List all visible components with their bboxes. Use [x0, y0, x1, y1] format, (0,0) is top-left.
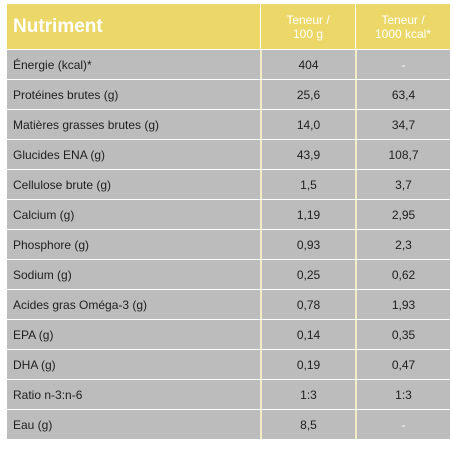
- value-per-100g: 25,6: [260, 80, 355, 109]
- header-per-1000kcal: Teneur / 1000 kcal*: [355, 4, 450, 49]
- value-per-100g: 404: [260, 50, 355, 79]
- value-per-1000kcal: 0,47: [355, 350, 450, 379]
- table-row: Acides gras Oméga-3 (g) 0,78 1,93: [7, 290, 450, 319]
- value-per-1000kcal: 108,7: [355, 140, 450, 169]
- nutrient-label: Ratio n-3:n-6: [7, 380, 260, 409]
- value-per-1000kcal: -: [355, 50, 450, 79]
- value-per-100g: 0,93: [260, 230, 355, 259]
- nutrient-label: Glucides ENA (g): [7, 140, 260, 169]
- value-per-1000kcal: 3,7: [355, 170, 450, 199]
- nutrient-label: Énergie (kcal)*: [7, 50, 260, 79]
- value-per-100g: 1:3: [260, 380, 355, 409]
- nutrient-label: Calcium (g): [7, 200, 260, 229]
- nutrient-label: Protéines brutes (g): [7, 80, 260, 109]
- table-header: Nutriment Teneur / 100 g Teneur / 1000 k…: [7, 4, 450, 49]
- nutrient-label: Phosphore (g): [7, 230, 260, 259]
- nutrient-label: Eau (g): [7, 410, 260, 439]
- value-per-100g: 43,9: [260, 140, 355, 169]
- value-per-100g: 14,0: [260, 110, 355, 139]
- header-per-100g: Teneur / 100 g: [260, 4, 355, 49]
- nutrition-table: Nutriment Teneur / 100 g Teneur / 1000 k…: [7, 4, 450, 439]
- nutrient-label: Matières grasses brutes (g): [7, 110, 260, 139]
- table-row: Phosphore (g) 0,93 2,3: [7, 230, 450, 259]
- value-per-100g: 8,5: [260, 410, 355, 439]
- table-row: Ratio n-3:n-6 1:3 1:3: [7, 380, 450, 409]
- table-row: Matières grasses brutes (g) 14,0 34,7: [7, 110, 450, 139]
- value-per-100g: 0,14: [260, 320, 355, 349]
- value-per-1000kcal: 2,95: [355, 200, 450, 229]
- table-row: Protéines brutes (g) 25,6 63,4: [7, 80, 450, 109]
- value-per-100g: 0,19: [260, 350, 355, 379]
- value-per-1000kcal: 1:3: [355, 380, 450, 409]
- nutrient-label: Sodium (g): [7, 260, 260, 289]
- value-per-1000kcal: 63,4: [355, 80, 450, 109]
- value-per-1000kcal: 2,3: [355, 230, 450, 259]
- table-row: Eau (g) 8,5-: [7, 410, 450, 439]
- table-row: Glucides ENA (g) 43,9 108,7: [7, 140, 450, 169]
- value-per-100g: 0,25: [260, 260, 355, 289]
- table-row: Énergie (kcal)* 404-: [7, 50, 450, 79]
- nutrient-label: DHA (g): [7, 350, 260, 379]
- value-per-100g: 0,78: [260, 290, 355, 319]
- header-nutrient: Nutriment: [13, 15, 103, 37]
- value-per-1000kcal: -: [355, 410, 450, 439]
- nutrient-label: EPA (g): [7, 320, 260, 349]
- value-per-100g: 1,19: [260, 200, 355, 229]
- value-per-1000kcal: 1,93: [355, 290, 450, 319]
- table-row: Calcium (g) 1,19 2,95: [7, 200, 450, 229]
- value-per-1000kcal: 0,62: [355, 260, 450, 289]
- value-per-1000kcal: 0,35: [355, 320, 450, 349]
- table-row: Cellulose brute (g) 1,5 3,7: [7, 170, 450, 199]
- table-body: Énergie (kcal)* 404- Protéines brutes (g) 2…: [7, 50, 450, 439]
- table-row: DHA (g) 0,19 0,47: [7, 350, 450, 379]
- value-per-100g: 1,5: [260, 170, 355, 199]
- nutrient-label: Cellulose brute (g): [7, 170, 260, 199]
- nutrient-label: Acides gras Oméga-3 (g): [7, 290, 260, 319]
- table-row: EPA (g) 0,14 0,35: [7, 320, 450, 349]
- value-per-1000kcal: 34,7: [355, 110, 450, 139]
- table-row: Sodium (g) 0,25 0,62: [7, 260, 450, 289]
